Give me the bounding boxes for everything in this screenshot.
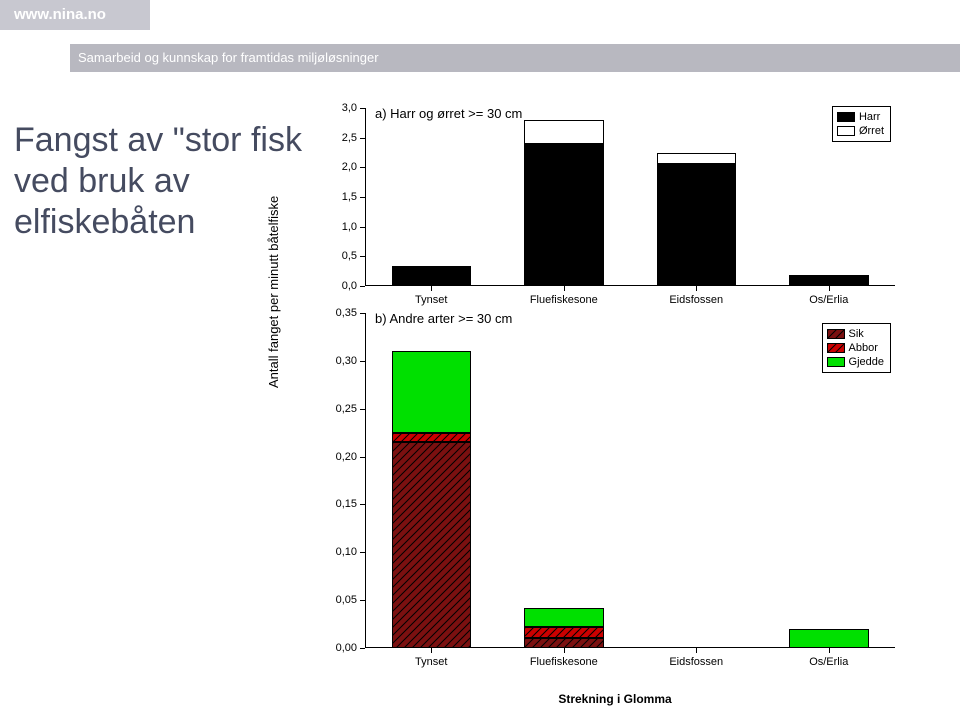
legend-swatch <box>827 357 845 367</box>
y-tick-label: 0,05 <box>325 594 357 606</box>
x-tick-label: Tynset <box>415 294 447 306</box>
legend-swatch <box>837 112 855 122</box>
bar-segment <box>392 266 472 268</box>
x-tick-label: Tynset <box>415 656 447 668</box>
y-tick-label: 0,00 <box>325 642 357 654</box>
bar-segment <box>392 433 472 443</box>
chart-area: Antall fanget per minutt båtelfiske 0,00… <box>300 108 930 698</box>
x-tick-label: Fluefiskesone <box>530 656 598 668</box>
bar-segment <box>524 627 604 638</box>
x-tick-label: Fluefiskesone <box>530 294 598 306</box>
y-tick-label: 1,0 <box>325 221 357 233</box>
site-tagline: Samarbeid og kunnskap for framtidas milj… <box>70 44 960 72</box>
legend-label: Harr <box>859 111 880 123</box>
y-tick-label: 0,35 <box>325 307 357 319</box>
bar-segment <box>524 608 604 627</box>
bar-segment <box>789 629 869 648</box>
legend-item: Gjedde <box>827 355 884 369</box>
bar-segment <box>392 268 472 286</box>
panel-b-title: b) Andre arter >= 30 cm <box>375 311 512 326</box>
y-tick-label: 0,5 <box>325 250 357 262</box>
site-url: www.nina.no <box>0 0 150 30</box>
y-tick-label: 0,20 <box>325 451 357 463</box>
legend-label: Sik <box>849 328 864 340</box>
bar-segment <box>789 275 869 286</box>
panel_b-legend: Sik Abbor Gjedde <box>822 323 891 373</box>
y-tick-label: 0,30 <box>325 355 357 367</box>
x-tick-label: Eidsfossen <box>669 294 723 306</box>
legend-label: Gjedde <box>849 356 884 368</box>
y-tick-label: 0,15 <box>325 498 357 510</box>
legend-item: Abbor <box>827 341 884 355</box>
x-tick-label: Eidsfossen <box>669 656 723 668</box>
legend-label: Ørret <box>859 125 884 137</box>
bar-segment <box>657 164 737 286</box>
panel-b: 0,000,050,100,150,200,250,300,35TynsetFl… <box>300 313 930 688</box>
legend-swatch <box>827 329 845 339</box>
panel_a-legend: Harr Ørret <box>832 106 891 142</box>
y-tick-label: 2,5 <box>325 132 357 144</box>
plot-a: 0,00,51,01,52,02,53,0TynsetFluefiskesone… <box>365 108 895 286</box>
y-tick-label: 0,25 <box>325 403 357 415</box>
legend-item: Ørret <box>837 124 884 138</box>
y-tick-label: 2,0 <box>325 161 357 173</box>
legend-label: Abbor <box>849 342 878 354</box>
y-tick-label: 1,5 <box>325 191 357 203</box>
y-tick-label: 3,0 <box>325 102 357 114</box>
panel-a: 0,00,51,01,52,02,53,0TynsetFluefiskesone… <box>300 108 930 308</box>
y-tick-label: 0,10 <box>325 546 357 558</box>
bar-segment <box>392 351 472 432</box>
x-tick-label: Os/Erlia <box>809 294 848 306</box>
panel-a-title: a) Harr og ørret >= 30 cm <box>375 106 522 121</box>
legend-swatch <box>827 343 845 353</box>
x-tick-label: Os/Erlia <box>809 656 848 668</box>
legend-item: Sik <box>827 327 884 341</box>
bar-segment <box>524 144 604 286</box>
bar-segment <box>657 153 737 165</box>
y-axis-label: Antall fanget per minutt båtelfiske <box>266 196 281 388</box>
bar-segment <box>524 120 604 144</box>
x-axis-label: Strekning i Glomma <box>300 692 930 706</box>
plot-b: 0,000,050,100,150,200,250,300,35TynsetFl… <box>365 313 895 648</box>
legend-item: Harr <box>837 110 884 124</box>
y-tick-label: 0,0 <box>325 280 357 292</box>
bar-segment <box>524 638 604 648</box>
bar-segment <box>392 442 472 648</box>
legend-swatch <box>837 126 855 136</box>
